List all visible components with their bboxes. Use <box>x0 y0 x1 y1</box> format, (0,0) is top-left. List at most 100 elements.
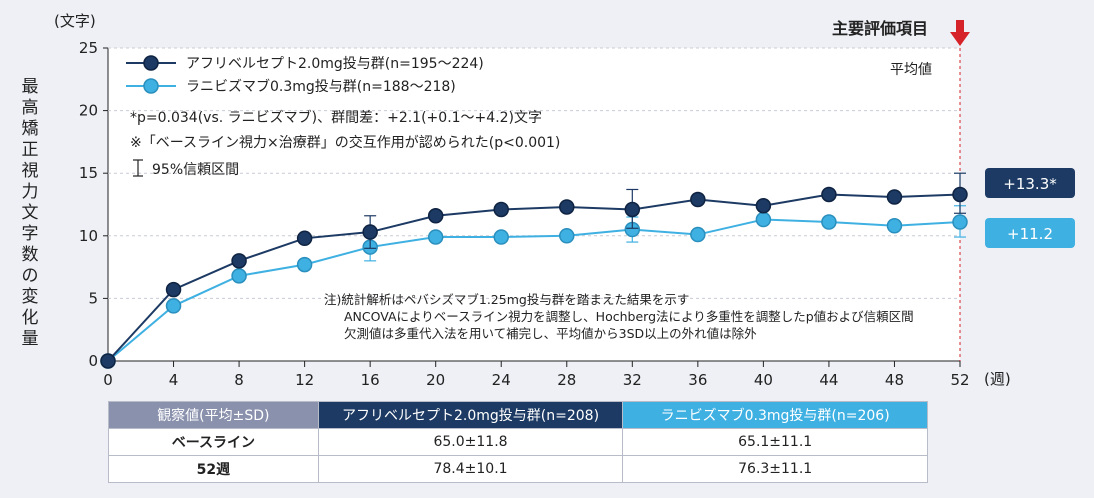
ci-legend-icon <box>133 159 143 177</box>
data-point <box>821 186 837 203</box>
y-axis-title-char: 字 <box>22 224 39 244</box>
table-header-observed: 観察値(平均±SD) <box>108 401 319 429</box>
x-tick-label: 0 <box>103 371 113 389</box>
y-axis-title-char: 最 <box>22 77 39 97</box>
y-axis-title-char: 正 <box>22 140 39 160</box>
x-tick-label: 36 <box>688 371 707 389</box>
y-unit-label: (文字) <box>54 12 96 30</box>
data-point <box>165 298 182 314</box>
x-tick-label: 44 <box>819 371 838 389</box>
data-point <box>755 211 772 228</box>
data-point <box>559 228 575 244</box>
primary-endpoint-label: 主要評価項目 <box>832 19 928 38</box>
series-layer <box>100 172 968 369</box>
mean-label: 平均値 <box>890 62 932 78</box>
data-point <box>165 281 182 298</box>
table-row-label: 52週 <box>108 455 319 483</box>
x-tick-label: 4 <box>169 371 179 389</box>
end-badge-series-2-text: +11.2 <box>1007 225 1053 243</box>
legend-label-series-1: アフリベルセプト2.0mg投与群(n=195〜224) <box>186 56 484 72</box>
y-axis-title-char: 数 <box>22 245 39 265</box>
y-axis-title-char: 視 <box>22 161 39 181</box>
summary-table: 観察値(平均±SD) アフリベルセプト2.0mg投与群(n=208) ラニビズマ… <box>108 401 928 483</box>
data-point <box>821 214 837 230</box>
data-point <box>493 201 509 218</box>
legend-marker-series-1 <box>143 55 159 71</box>
end-badge-series-1: +13.3* <box>985 168 1075 198</box>
table-cell: 78.4±10.1 <box>317 455 624 483</box>
y-tick-label: 0 <box>88 352 98 370</box>
y-ticks: 0 5 10 15 20 25 <box>79 39 960 370</box>
y-axis-title-char: 矯 <box>22 119 39 139</box>
note-line-2: ANCOVAによりベースライン視力を調整し、Hochberg法により多重性を調整… <box>344 309 914 324</box>
x-tick-label: 28 <box>557 371 576 389</box>
y-tick-label: 10 <box>79 227 98 245</box>
data-point <box>690 226 706 243</box>
series-line <box>107 193 961 362</box>
x-unit-label: (週) <box>984 370 1011 388</box>
primary-endpoint-arrow-icon <box>950 20 970 46</box>
legend-label-series-2: ラニビズマブ0.3mg投与群(n=188〜218) <box>186 78 456 95</box>
table-header-aflibercept: アフリベルセプト2.0mg投与群(n=208) <box>317 401 624 429</box>
y-tick-label: 20 <box>79 102 98 120</box>
stat-line-1: *p=0.034(vs. ラニビズマブ)、群間差：+2.1(+0.1〜+4.2)… <box>130 109 542 126</box>
data-point <box>427 208 444 224</box>
x-tick-label: 8 <box>234 371 244 389</box>
legend: アフリベルセプト2.0mg投与群(n=195〜224) ラニビズマブ0.3mg投… <box>126 55 484 95</box>
x-tick-label: 48 <box>885 371 904 389</box>
data-point <box>231 253 247 269</box>
data-point <box>427 229 444 245</box>
series-line <box>107 218 961 362</box>
data-point <box>886 218 903 234</box>
x-tick-label: 40 <box>754 371 773 389</box>
x-tick-label: 16 <box>361 371 380 389</box>
x-tick-label: 32 <box>623 371 642 389</box>
data-point <box>886 189 903 205</box>
data-point <box>100 353 116 369</box>
table-row-label: ベースライン <box>108 428 319 456</box>
y-axis-title-char: 力 <box>22 182 39 202</box>
data-point <box>755 198 772 214</box>
x-tick-label: 20 <box>426 371 445 389</box>
table-cell: 65.0±11.8 <box>317 428 624 456</box>
table-header-row: 観察値(平均±SD) アフリベルセプト2.0mg投与群(n=208) ラニビズマ… <box>108 401 928 429</box>
data-point <box>952 186 968 203</box>
data-point <box>493 229 509 245</box>
data-point <box>559 199 575 215</box>
y-axis-title-char: の <box>22 266 39 286</box>
y-axis-title-char: 量 <box>22 329 39 349</box>
series-1 <box>100 172 968 369</box>
y-axis-title-char: 変 <box>22 287 39 307</box>
table-cell: 76.3±11.1 <box>622 455 928 483</box>
data-point <box>362 224 378 240</box>
x-ticks: 0 4 8 12 16 20 24 28 32 36 40 44 48 52 <box>103 361 970 389</box>
stat-line-2: ※「ベースライン視力×治療群」の交互作用が認められた(p<0.001) <box>130 134 560 151</box>
y-axis-title-char: 化 <box>22 308 39 328</box>
y-tick-label: 5 <box>88 289 98 307</box>
x-tick-label: 12 <box>295 371 314 389</box>
x-tick-label: 24 <box>492 371 511 389</box>
legend-marker-series-2 <box>143 78 159 94</box>
data-point <box>296 256 313 273</box>
ci-legend-label: 95%信頼区間 <box>152 162 239 178</box>
table-header-ranibizumab: ラニビズマブ0.3mg投与群(n=206) <box>622 401 928 429</box>
y-tick-label: 15 <box>79 164 98 182</box>
y-axis-title-char: 文 <box>22 203 39 223</box>
note-line-1: 注)統計解析はペバシズマブ1.25mg投与群を踏まえた結果を示す <box>324 292 689 307</box>
data-point <box>690 191 706 208</box>
y-axis-title-char: 高 <box>22 98 39 118</box>
table-row: 52週 78.4±10.1 76.3±11.1 <box>108 455 928 483</box>
data-point <box>624 201 641 218</box>
table-row: ベースライン 65.0±11.8 65.1±11.1 <box>108 428 928 456</box>
x-tick-label: 52 <box>950 371 969 389</box>
data-point <box>231 268 247 284</box>
note-line-3: 欠測値は多重代入法を用いて補完し、平均値から3SD以上の外れ値は除外 <box>344 326 757 341</box>
y-tick-label: 25 <box>79 39 98 57</box>
table-cell: 65.1±11.1 <box>622 428 928 456</box>
end-badge-series-1-text: +13.3* <box>1003 175 1057 193</box>
data-point <box>296 230 313 247</box>
data-point <box>952 214 968 230</box>
end-badge-series-2: +11.2 <box>985 218 1075 248</box>
